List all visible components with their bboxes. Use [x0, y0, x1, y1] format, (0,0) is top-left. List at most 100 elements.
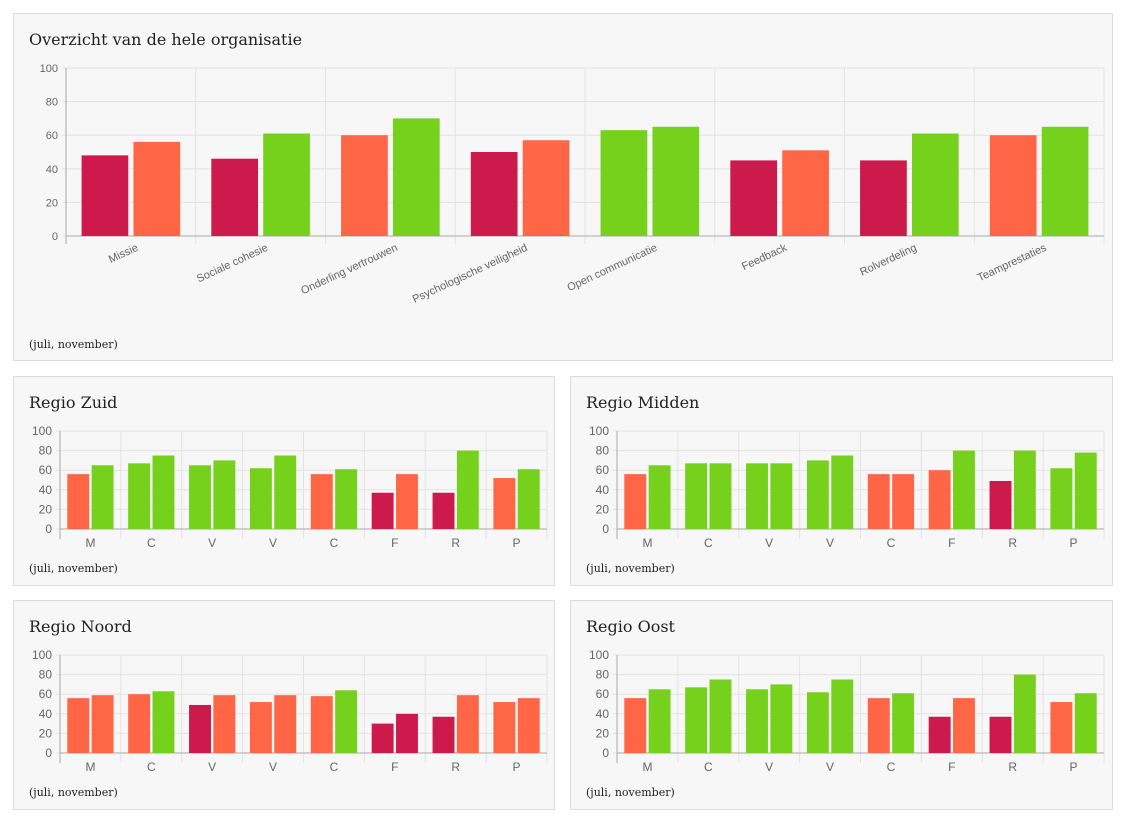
y-tick-label: 60 [596, 687, 610, 701]
y-tick-label: 60 [596, 463, 610, 477]
chart-panel-overview: Overzicht van de hele organisatie 0 20 40 6… [13, 13, 1113, 361]
bar [456, 450, 479, 529]
x-tick-label: Teamprestaties [976, 242, 1049, 285]
bar [91, 465, 114, 529]
x-tick-label: V [208, 760, 216, 774]
x-tick-label: R [451, 536, 460, 550]
bar [831, 455, 854, 529]
bar [335, 469, 358, 529]
bar [310, 696, 333, 753]
chart-panel-regio-oost: Regio Oost 0 20 40 60 80 100 M C V V C F R P (juli, n… [570, 600, 1113, 810]
x-tick-label: F [948, 760, 955, 774]
bar [892, 474, 915, 529]
bar [128, 463, 151, 529]
bar [911, 133, 959, 236]
x-tick-label: Psychologische veiligheid [411, 242, 530, 306]
y-tick-label: 0 [52, 231, 58, 243]
bar [335, 690, 358, 753]
bar [989, 135, 1037, 236]
bar [517, 469, 540, 529]
bar [989, 480, 1012, 529]
bar [274, 455, 297, 529]
bar [249, 702, 272, 753]
bar [1074, 452, 1097, 529]
x-tick-label: R [451, 760, 460, 774]
bar [152, 455, 175, 529]
bar [685, 463, 708, 529]
bar [81, 155, 129, 236]
panel-title: Overzicht van de hele organisatie [29, 30, 303, 49]
y-tick-label: 100 [40, 63, 58, 75]
bar [91, 695, 114, 753]
bar [806, 460, 829, 529]
bar [600, 130, 648, 236]
bar [341, 135, 388, 236]
x-tick-label: M [642, 536, 652, 550]
bar-chart-regio-midden: 0 20 40 60 80 100 M C V V C F R P [589, 424, 1105, 550]
bar [396, 474, 418, 529]
panel-footnote: (juli, november) [29, 338, 118, 351]
x-tick-label: P [1070, 760, 1078, 774]
bar [928, 470, 951, 529]
y-tick-label: 60 [39, 463, 53, 477]
x-tick-label: F [391, 760, 398, 774]
y-tick-label: 100 [589, 648, 609, 662]
bar [770, 684, 793, 753]
bar [1074, 693, 1097, 753]
bar [624, 698, 647, 753]
bar [392, 118, 440, 236]
x-tick-label: Onderling vertrouwen [299, 242, 399, 297]
bar [274, 695, 297, 753]
bar [371, 492, 394, 529]
y-tick-label: 80 [46, 97, 58, 109]
bar [624, 474, 647, 529]
y-tick-label: 0 [45, 522, 52, 536]
bar-chart-regio-oost: 0 20 40 60 80 100 M C V V C F R P [589, 648, 1105, 774]
x-tick-label: V [208, 536, 216, 550]
bar [128, 694, 151, 753]
chart-panel-regio-zuid: Regio Zuid 0 20 40 60 80 100 M C V V C F R P (juli, n… [13, 376, 555, 586]
x-tick-label: Sociale cohesie [195, 242, 270, 285]
x-tick-label: R [1008, 760, 1017, 774]
x-tick-label: M [85, 760, 95, 774]
bar [746, 463, 768, 529]
x-tick-label: C [147, 760, 156, 774]
bar [493, 702, 516, 753]
bar [189, 704, 211, 753]
bar [432, 716, 455, 753]
bar [152, 691, 175, 753]
y-tick-label: 80 [596, 444, 610, 458]
x-tick-label: Rolverdeling [858, 242, 918, 279]
bar [782, 150, 829, 236]
bar-chart-overview: 0 20 40 60 80 100 Missie Sociale cohesie Onderli… [40, 63, 1105, 306]
x-tick-label: Missie [107, 242, 140, 266]
bar [730, 160, 778, 236]
panel-footnote: (juli, november) [586, 786, 675, 799]
y-tick-label: 80 [596, 668, 610, 682]
bar [746, 689, 768, 753]
bar [770, 463, 793, 529]
chart-panel-regio-midden: Regio Midden 0 20 40 60 80 100 M C V V C F R P (juli,… [570, 376, 1113, 586]
bar [1013, 450, 1036, 529]
bar-chart-regio-noord: 0 20 40 60 80 100 M C V V C F R P [32, 648, 548, 774]
y-tick-label: 0 [45, 746, 52, 760]
panel-footnote: (juli, november) [586, 562, 675, 575]
x-tick-label: Feedback [740, 242, 789, 274]
y-tick-label: 100 [589, 424, 609, 438]
x-tick-label: C [887, 536, 896, 550]
x-tick-label: V [826, 760, 834, 774]
bar [1050, 468, 1073, 529]
bar [517, 698, 540, 753]
bar [213, 460, 236, 529]
bar [648, 689, 671, 753]
bar [310, 474, 333, 529]
x-tick-label: V [765, 536, 773, 550]
y-tick-label: 20 [39, 502, 53, 516]
y-tick-label: 60 [46, 130, 58, 142]
bar [1013, 674, 1036, 753]
x-tick-label: C [147, 536, 156, 550]
x-tick-label: V [269, 536, 277, 550]
x-tick-label: P [1070, 536, 1078, 550]
bar [133, 141, 181, 236]
y-tick-label: 80 [39, 444, 53, 458]
